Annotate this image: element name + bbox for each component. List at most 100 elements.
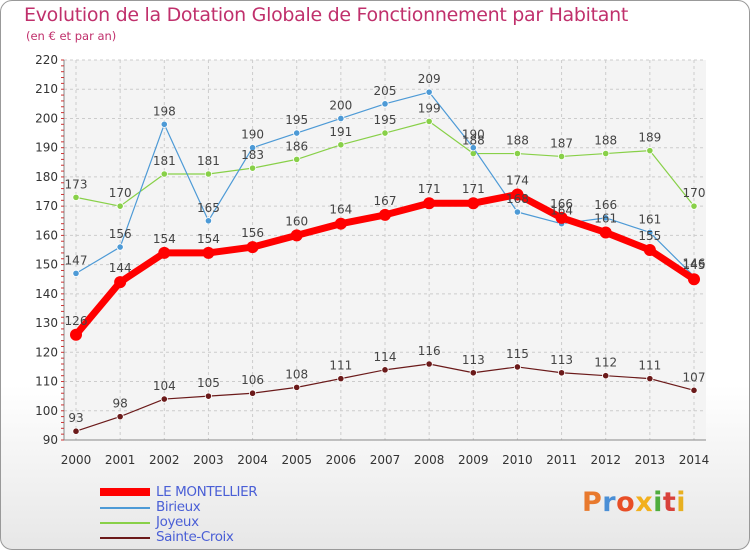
data-label-joyeux: 189	[638, 131, 661, 145]
y-tick-label: 130	[35, 316, 58, 330]
data-label-sainte-croix: 104	[153, 379, 176, 393]
data-point-joyeux	[160, 170, 168, 178]
brand-letter: x	[635, 487, 654, 518]
data-label-joyeux: 188	[506, 134, 529, 148]
data-point-birieux	[602, 214, 610, 222]
y-tick-label: 210	[35, 82, 58, 96]
legend-label-birieux: Birieux	[156, 499, 201, 515]
legend-swatch-sainte-croix	[100, 537, 150, 539]
data-label-birieux: 198	[153, 104, 176, 118]
data-label-le-montellier: 167	[374, 194, 397, 208]
data-point-birieux	[293, 129, 301, 137]
data-label-le-montellier: 154	[153, 232, 176, 246]
data-label-sainte-croix: 116	[418, 344, 441, 358]
data-label-joyeux: 195	[374, 113, 397, 127]
data-point-sainte-croix	[425, 360, 433, 368]
data-label-joyeux: 170	[683, 186, 706, 200]
legend-label-le-montellier: LE MONTELLIER	[156, 484, 258, 500]
data-point-birieux	[337, 114, 345, 123]
y-tick-label: 200	[35, 111, 58, 125]
data-label-le-montellier: 155	[638, 229, 661, 243]
data-point-birieux	[116, 243, 124, 251]
data-label-birieux: 200	[329, 98, 352, 112]
data-point-birieux	[425, 88, 433, 96]
x-tick-label: 2000	[61, 453, 92, 467]
data-point-sainte-croix	[293, 383, 301, 391]
data-label-birieux: 190	[462, 128, 485, 142]
legend-item-le-montellier: LE MONTELLIER	[100, 484, 360, 500]
data-label-sainte-croix: 115	[506, 347, 529, 361]
chart-subtitle: (en € et par an)	[26, 29, 117, 43]
y-tick-label: 120	[35, 345, 58, 359]
legend: LE MONTELLIER Birieux Joyeux Sainte-Croi…	[100, 484, 360, 545]
data-label-le-montellier: 156	[241, 226, 264, 240]
data-label-sainte-croix: 114	[374, 350, 397, 364]
legend-swatch-le-montellier	[100, 488, 150, 496]
data-label-le-montellier: 174	[506, 173, 529, 187]
legend-label-joyeux: Joyeux	[156, 514, 199, 530]
data-point-joyeux	[513, 149, 522, 158]
brand-letter: t	[662, 487, 677, 518]
x-tick-label: 2004	[237, 453, 268, 467]
data-label-birieux: 195	[285, 113, 308, 127]
data-point-joyeux	[646, 147, 654, 155]
data-label-joyeux: 199	[418, 101, 441, 115]
data-point-birieux	[513, 208, 522, 216]
x-tick-label: 2014	[679, 453, 710, 467]
x-tick-label: 2010	[502, 453, 533, 467]
data-label-sainte-croix: 93	[68, 411, 83, 425]
proxiti-logo: Proxiti	[582, 487, 686, 518]
data-point-le-montellier	[246, 241, 259, 254]
x-tick-label: 2006	[326, 453, 357, 467]
data-label-birieux: 168	[506, 192, 529, 206]
data-point-joyeux	[116, 202, 124, 210]
data-label-sainte-croix: 98	[113, 397, 128, 411]
brand-letter: i	[653, 487, 663, 518]
data-label-birieux: 161	[638, 212, 661, 226]
data-point-sainte-croix	[469, 369, 477, 377]
y-tick-label: 150	[35, 258, 58, 272]
data-point-birieux	[160, 120, 168, 128]
data-point-le-montellier	[643, 244, 656, 256]
data-point-sainte-croix	[381, 366, 389, 374]
x-tick-label: 2012	[590, 453, 621, 467]
data-label-le-montellier: 154	[197, 232, 220, 246]
data-point-joyeux	[602, 149, 610, 158]
data-label-le-montellier: 145	[683, 258, 706, 272]
data-label-le-montellier: 160	[285, 214, 308, 228]
legend-item-joyeux: Joyeux	[100, 514, 360, 530]
data-label-birieux: 156	[109, 227, 132, 241]
data-point-joyeux	[557, 152, 566, 161]
data-point-joyeux	[690, 202, 698, 210]
x-tick-label: 2002	[149, 453, 180, 467]
data-point-joyeux	[293, 155, 301, 163]
data-label-sainte-croix: 105	[197, 376, 220, 390]
y-tick-label: 190	[35, 141, 58, 155]
data-label-joyeux: 186	[285, 139, 308, 153]
data-point-le-montellier	[511, 188, 524, 201]
data-point-sainte-croix	[602, 372, 610, 380]
data-label-sainte-croix: 113	[550, 353, 573, 367]
data-point-sainte-croix	[690, 386, 698, 394]
data-label-sainte-croix: 113	[462, 353, 485, 367]
data-point-sainte-croix	[248, 389, 257, 397]
data-point-le-montellier	[114, 276, 127, 289]
data-label-joyeux: 170	[109, 186, 132, 200]
legend-swatch-birieux	[100, 507, 150, 509]
x-tick-label: 2001	[105, 453, 136, 467]
data-point-joyeux	[337, 141, 345, 149]
data-point-sainte-croix	[646, 375, 654, 383]
legend-item-birieux: Birieux	[100, 499, 360, 515]
data-point-le-montellier	[290, 229, 303, 242]
data-point-sainte-croix	[337, 375, 345, 383]
data-label-sainte-croix: 111	[638, 359, 661, 373]
data-point-le-montellier	[467, 197, 480, 210]
data-label-le-montellier: 164	[329, 203, 352, 217]
brand-letter: r	[602, 487, 617, 518]
data-point-le-montellier	[70, 328, 82, 341]
data-label-le-montellier: 171	[418, 182, 441, 196]
data-point-birieux	[204, 217, 213, 225]
data-label-joyeux: 183	[241, 148, 264, 162]
data-label-birieux: 146	[683, 256, 706, 270]
